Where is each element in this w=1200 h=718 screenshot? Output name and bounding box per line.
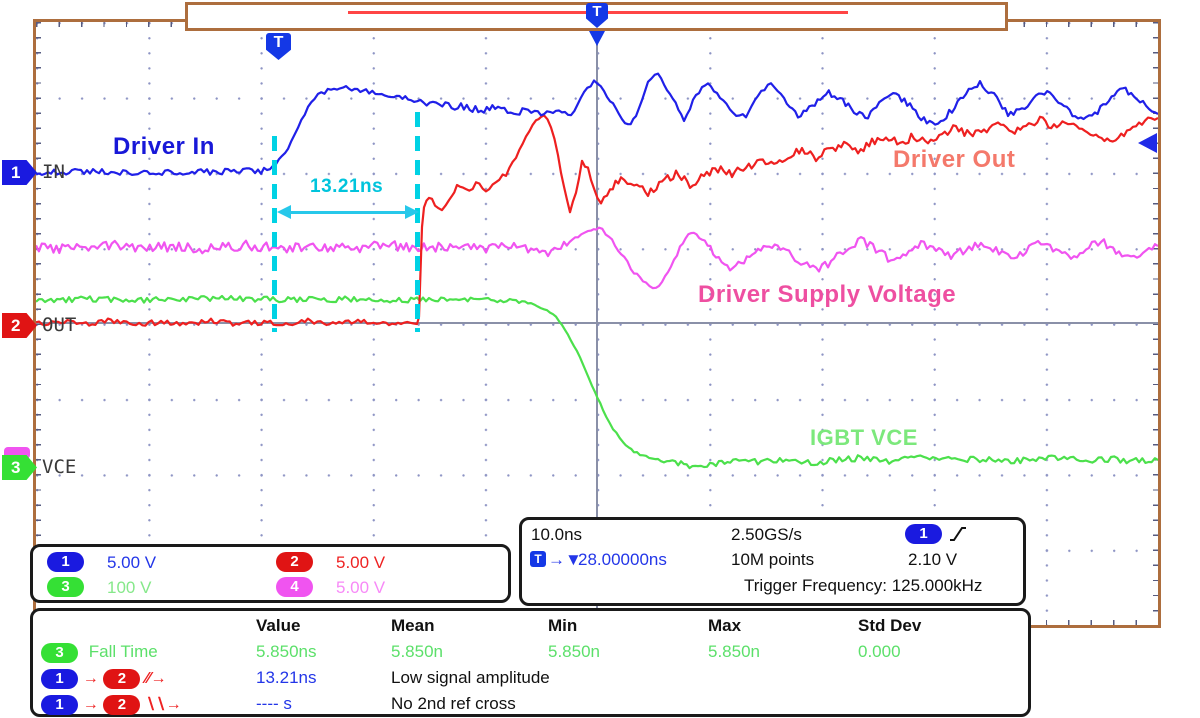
header-min: Min — [548, 616, 578, 635]
channel4-badge[interactable]: 4 — [276, 577, 313, 597]
fall-fall-edge-icon: ∖∖→ — [145, 695, 182, 713]
cursor-delta-label: 13.21ns — [310, 176, 384, 197]
delay-marker-icon: →▼ — [548, 550, 582, 569]
meas3-note: No 2nd ref cross — [391, 694, 516, 713]
channel2-badge: 2 — [103, 668, 141, 689]
meas1-value: 5.850ns — [256, 642, 317, 661]
rise-rise-edge-icon: ∕∕→ — [145, 669, 167, 687]
meas2-source: 1 → 2 ∕∕→ — [41, 668, 256, 689]
measurement-row-delay-rise[interactable]: 1 → 2 ∕∕→ 13.21ns Low signal amplitude — [41, 666, 1022, 690]
channel1-label: IN — [42, 161, 65, 183]
channel2-badge[interactable]: 2 — [276, 552, 313, 572]
header-value: Value — [256, 616, 301, 635]
horizontal-scale: 10.0ns — [531, 525, 583, 544]
meas1-source: 3 Fall Time — [41, 642, 256, 663]
waveform-ch2 — [36, 114, 1158, 327]
header-stddev: Std Dev — [858, 616, 922, 635]
channel3-badge[interactable]: 3 — [47, 577, 84, 597]
measurement-table[interactable]: Value Mean Min Max Std Dev 3 Fall Time 5… — [30, 608, 1031, 717]
channel2-badge: 2 — [103, 694, 141, 715]
meas2-value: 13.21ns — [256, 668, 317, 687]
arrow-right-icon: → — [82, 695, 99, 713]
label-driver-in: Driver In — [113, 133, 215, 160]
trigger-source-badge[interactable]: 1 — [905, 524, 942, 544]
channel3-scale: 100 V — [107, 578, 152, 597]
channel1-marker[interactable]: 1 — [2, 160, 37, 185]
trigger-level-arrow-icon[interactable] — [1138, 133, 1157, 153]
channel1-badge: 1 — [41, 668, 78, 689]
meas2-note: Low signal amplitude — [391, 668, 550, 687]
channel2-label: OUT — [42, 314, 77, 336]
label-igbt-vce: IGBT VCE — [810, 425, 918, 450]
trigger-frequency: Trigger Frequency: 125.000kHz — [744, 576, 983, 595]
measurement-row-fall-time[interactable]: 3 Fall Time 5.850ns 5.850n 5.850n 5.850n… — [41, 640, 1022, 664]
delay-trigger-flag-icon: T — [530, 551, 546, 567]
waveform-canvas — [36, 72, 1158, 470]
meas3-source: 1 → 2 ∖∖→ — [41, 694, 256, 715]
trigger-level-value: 2.10 V — [908, 550, 958, 569]
arrow-right-icon — [405, 205, 419, 219]
meas1-max: 5.850n — [708, 642, 760, 661]
header-max: Max — [708, 616, 742, 635]
center-horizontal-line — [36, 322, 1158, 324]
meas1-stddev: 0.000 — [858, 642, 901, 661]
label-driver-out: Driver Out — [893, 146, 1016, 173]
meas1-name: Fall Time — [88, 641, 158, 661]
timebase-trigger-readout-box[interactable]: 10.0ns 2.50GS/s 1 T →▼ 28.00000ns 10M po… — [519, 517, 1026, 606]
meas1-min: 5.850n — [548, 642, 600, 661]
channel1-scale: 5.00 V — [107, 553, 157, 572]
record-length: 10M points — [731, 550, 815, 569]
meas3-value: ---- s — [256, 694, 292, 713]
channel3-marker[interactable]: 3 — [2, 455, 37, 480]
trigger-position-bar-icon[interactable]: T — [586, 3, 608, 28]
meas1-mean: 5.850n — [391, 642, 443, 661]
cursor-delta-arrow-line — [284, 211, 412, 214]
trigger-slope-rising-icon — [950, 527, 966, 541]
channel2-marker[interactable]: 2 — [2, 313, 37, 338]
measurement-row-delay-fall[interactable]: 1 → 2 ∖∖→ ---- s No 2nd ref cross — [41, 692, 1022, 716]
measurement-header-row: Value Mean Min Max Std Dev — [41, 614, 1022, 638]
waveform-ch4 — [36, 226, 1158, 290]
waveform-ch3 — [36, 294, 1158, 470]
channel3-label: VCE — [42, 456, 77, 478]
waveform-ch1 — [36, 72, 1158, 176]
sample-rate: 2.50GS/s — [731, 525, 802, 544]
channel1-badge[interactable]: 1 — [47, 552, 84, 572]
header-mean: Mean — [391, 616, 435, 635]
cursor-b-line[interactable] — [415, 112, 420, 332]
arrow-left-icon — [277, 205, 291, 219]
channel4-scale: 5.00 V — [336, 578, 386, 597]
channel3-badge: 3 — [41, 642, 78, 663]
channel1-badge: 1 — [41, 694, 78, 715]
label-driver-supply-voltage: Driver Supply Voltage — [698, 281, 957, 308]
channel2-scale: 5.00 V — [336, 553, 386, 572]
channel-scale-readout-box[interactable]: 1 5.00 V 2 5.00 V 3 100 V 4 5.00 V — [30, 544, 511, 603]
trigger-delay-value: 28.00000ns — [578, 550, 667, 569]
expansion-point-arrow-icon[interactable] — [589, 31, 605, 46]
arrow-right-icon: → — [82, 669, 99, 687]
cursor-a-line[interactable] — [272, 136, 277, 332]
